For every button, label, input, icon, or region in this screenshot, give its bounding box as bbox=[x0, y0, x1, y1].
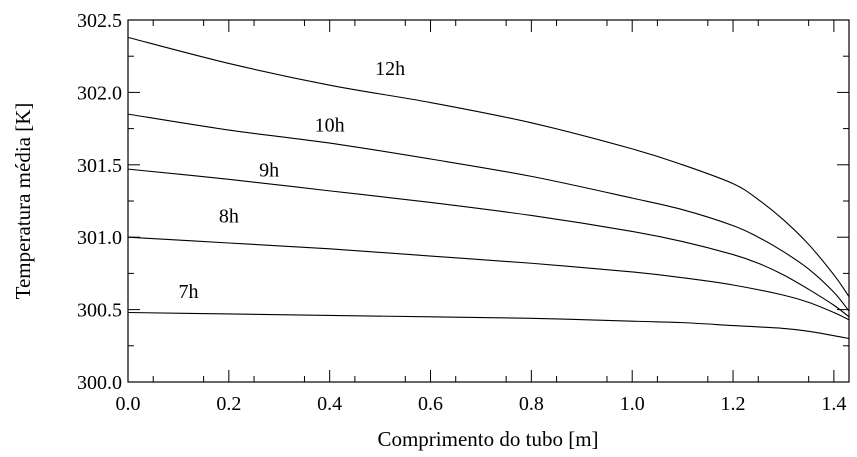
axis-ticks bbox=[127, 19, 849, 383]
y-tick-label: 300.0 bbox=[77, 372, 122, 394]
x-tick-label: 0.4 bbox=[317, 393, 342, 415]
series-label-10h: 10h bbox=[315, 114, 345, 136]
x-tick-label: 1.2 bbox=[721, 393, 746, 415]
series-label-9h: 9h bbox=[259, 159, 279, 181]
series-line-10h bbox=[127, 113, 850, 312]
y-tick-label: 301.5 bbox=[77, 155, 122, 177]
series-label-12h: 12h bbox=[375, 58, 405, 80]
series-label-8h: 8h bbox=[219, 206, 239, 228]
series-label-7h: 7h bbox=[179, 281, 199, 303]
y-tick-label: 302.5 bbox=[77, 10, 122, 32]
series-labels: 7h 8h 9h 10h 12h bbox=[179, 58, 406, 303]
series-line-7h bbox=[127, 311, 850, 340]
series-lines bbox=[127, 36, 850, 340]
x-tick-label: 0.8 bbox=[519, 393, 544, 415]
y-tick-label: 302.0 bbox=[77, 82, 122, 104]
series-line-12h bbox=[127, 36, 850, 297]
x-tick-label: 1.4 bbox=[821, 393, 846, 415]
x-tick-label: 0.0 bbox=[116, 393, 141, 415]
plot-frame bbox=[127, 19, 850, 383]
series-line-8h bbox=[127, 236, 850, 321]
x-tick-label: 1.0 bbox=[620, 393, 645, 415]
y-tick-label: 300.5 bbox=[77, 300, 122, 322]
x-axis-title: Comprimento do tubo [m] bbox=[377, 427, 598, 451]
y-axis-title: Temperatura média [K] bbox=[11, 103, 35, 300]
x-tick-label: 0.2 bbox=[216, 393, 241, 415]
series-line-9h bbox=[127, 168, 850, 318]
tick-labels: 0.0 0.2 0.4 0.6 0.8 1.0 1.2 1.4 300.0 300.5 301.0 3… bbox=[77, 10, 846, 415]
y-tick-label: 301.0 bbox=[77, 227, 122, 249]
x-tick-label: 0.6 bbox=[418, 393, 443, 415]
